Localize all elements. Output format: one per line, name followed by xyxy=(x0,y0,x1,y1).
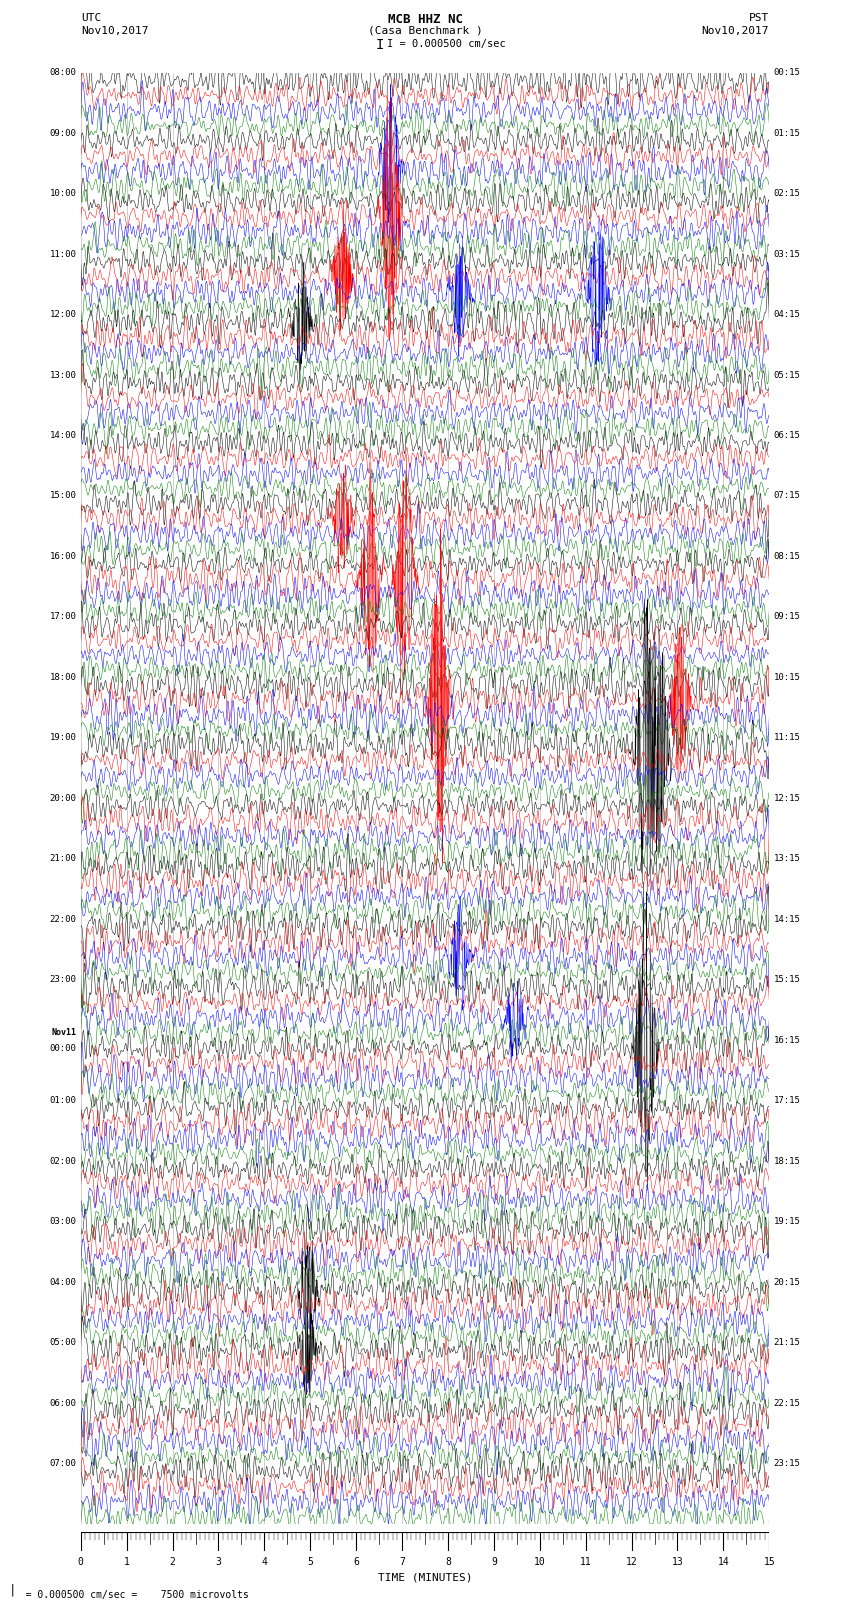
Text: 09:00: 09:00 xyxy=(49,129,76,137)
Text: 14:15: 14:15 xyxy=(774,915,801,924)
Text: 22:00: 22:00 xyxy=(49,915,76,924)
Text: 23:00: 23:00 xyxy=(49,976,76,984)
Text: 18:00: 18:00 xyxy=(49,673,76,682)
Text: 17:15: 17:15 xyxy=(774,1097,801,1105)
Text: |: | xyxy=(9,1584,16,1597)
Text: I = 0.000500 cm/sec: I = 0.000500 cm/sec xyxy=(387,39,506,48)
Text: 12: 12 xyxy=(626,1557,638,1566)
Text: 12:15: 12:15 xyxy=(774,794,801,803)
Text: 04:00: 04:00 xyxy=(49,1277,76,1287)
Text: Nov11: Nov11 xyxy=(52,1027,76,1037)
Text: 0: 0 xyxy=(78,1557,83,1566)
Text: 4: 4 xyxy=(262,1557,267,1566)
Text: 01:15: 01:15 xyxy=(774,129,801,137)
Text: 08:15: 08:15 xyxy=(774,552,801,561)
Text: 15:00: 15:00 xyxy=(49,492,76,500)
Text: 8: 8 xyxy=(445,1557,451,1566)
Text: 9: 9 xyxy=(491,1557,496,1566)
Text: 11:15: 11:15 xyxy=(774,734,801,742)
Text: I: I xyxy=(376,37,384,52)
Text: UTC: UTC xyxy=(81,13,101,23)
Text: 09:15: 09:15 xyxy=(774,613,801,621)
Text: 21:00: 21:00 xyxy=(49,855,76,863)
Text: 18:15: 18:15 xyxy=(774,1157,801,1166)
Text: TIME (MINUTES): TIME (MINUTES) xyxy=(377,1573,473,1582)
Text: 00:00: 00:00 xyxy=(49,1044,76,1053)
Text: 15: 15 xyxy=(763,1557,775,1566)
Text: 07:00: 07:00 xyxy=(49,1460,76,1468)
Text: 13: 13 xyxy=(672,1557,683,1566)
Text: 13:00: 13:00 xyxy=(49,371,76,379)
Text: 10:00: 10:00 xyxy=(49,189,76,198)
Text: Nov10,2017: Nov10,2017 xyxy=(81,26,148,35)
Text: 03:15: 03:15 xyxy=(774,250,801,258)
Text: 20:15: 20:15 xyxy=(774,1277,801,1287)
Text: 14: 14 xyxy=(717,1557,729,1566)
Text: 1: 1 xyxy=(124,1557,129,1566)
Text: 11: 11 xyxy=(580,1557,592,1566)
Text: 15:15: 15:15 xyxy=(774,976,801,984)
Text: 05:00: 05:00 xyxy=(49,1339,76,1347)
Text: 22:15: 22:15 xyxy=(774,1398,801,1408)
Text: Nov10,2017: Nov10,2017 xyxy=(702,26,769,35)
Text: 19:15: 19:15 xyxy=(774,1218,801,1226)
Text: 12:00: 12:00 xyxy=(49,310,76,319)
Text: 2: 2 xyxy=(170,1557,175,1566)
Text: (Casa Benchmark ): (Casa Benchmark ) xyxy=(367,26,483,35)
Text: 5: 5 xyxy=(308,1557,313,1566)
Text: 08:00: 08:00 xyxy=(49,68,76,77)
Text: 6: 6 xyxy=(354,1557,359,1566)
Text: = 0.000500 cm/sec =    7500 microvolts: = 0.000500 cm/sec = 7500 microvolts xyxy=(8,1590,249,1600)
Text: 02:15: 02:15 xyxy=(774,189,801,198)
Text: PST: PST xyxy=(749,13,769,23)
Text: 23:15: 23:15 xyxy=(774,1460,801,1468)
Text: 03:00: 03:00 xyxy=(49,1218,76,1226)
Text: 21:15: 21:15 xyxy=(774,1339,801,1347)
Text: 19:00: 19:00 xyxy=(49,734,76,742)
Text: 06:00: 06:00 xyxy=(49,1398,76,1408)
Text: 17:00: 17:00 xyxy=(49,613,76,621)
Text: 10:15: 10:15 xyxy=(774,673,801,682)
Text: 00:15: 00:15 xyxy=(774,68,801,77)
Text: 3: 3 xyxy=(216,1557,221,1566)
Text: 16:00: 16:00 xyxy=(49,552,76,561)
Text: 7: 7 xyxy=(400,1557,405,1566)
Text: 06:15: 06:15 xyxy=(774,431,801,440)
Text: 02:00: 02:00 xyxy=(49,1157,76,1166)
Text: 10: 10 xyxy=(534,1557,546,1566)
Text: 14:00: 14:00 xyxy=(49,431,76,440)
Text: 16:15: 16:15 xyxy=(774,1036,801,1045)
Text: 13:15: 13:15 xyxy=(774,855,801,863)
Text: 11:00: 11:00 xyxy=(49,250,76,258)
Text: 04:15: 04:15 xyxy=(774,310,801,319)
Text: 07:15: 07:15 xyxy=(774,492,801,500)
Text: MCB HHZ NC: MCB HHZ NC xyxy=(388,13,462,26)
Text: 01:00: 01:00 xyxy=(49,1097,76,1105)
Text: 20:00: 20:00 xyxy=(49,794,76,803)
Text: 05:15: 05:15 xyxy=(774,371,801,379)
